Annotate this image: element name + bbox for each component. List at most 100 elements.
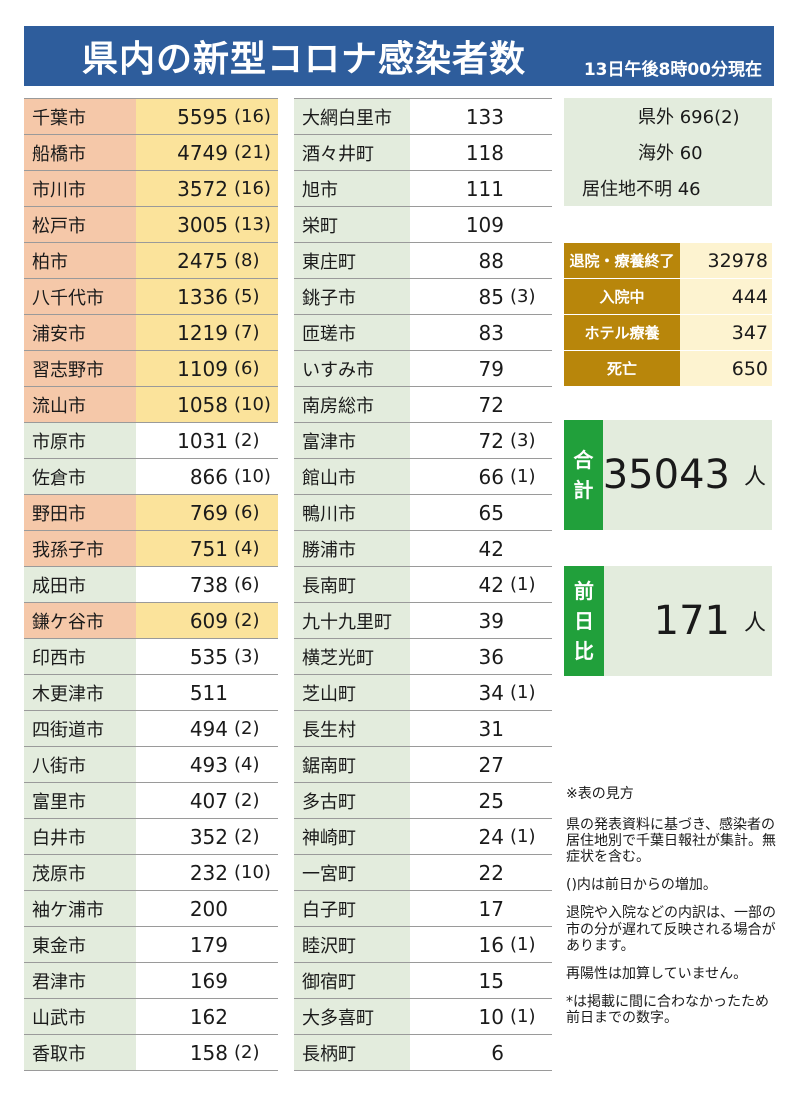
- city-count-cell: 65: [410, 495, 552, 530]
- city-count: 24: [478, 824, 504, 849]
- city-name: 鎌ケ谷市: [24, 603, 136, 638]
- city-name: 印西市: [24, 639, 136, 674]
- city-daily-increase: (3): [510, 430, 536, 451]
- city-count-cell: 39: [410, 603, 552, 638]
- city-count: 42: [478, 572, 504, 597]
- city-daily-increase: (3): [510, 286, 536, 307]
- status-breakdown-table: 退院・療養終了 32978 入院中 444 ホテル療養 347 死亡 650: [564, 243, 772, 387]
- city-count-cell: 22: [410, 855, 552, 890]
- city-name: 君津市: [24, 963, 136, 998]
- city-name: 東庄町: [294, 243, 410, 278]
- city-daily-increase: (8): [234, 250, 260, 271]
- city-count: 16: [478, 932, 504, 957]
- city-name: 八街市: [24, 747, 136, 782]
- city-daily-increase: (1): [510, 826, 536, 847]
- city-name: 八千代市: [24, 279, 136, 314]
- city-daily-increase: (5): [234, 286, 260, 307]
- city-count-cell: 751 (4): [136, 531, 278, 566]
- status-label: 入院中: [564, 279, 680, 314]
- city-count: 79: [478, 356, 504, 381]
- city-daily-increase: (2): [234, 430, 260, 451]
- city-count: 179: [189, 932, 228, 957]
- city-count-cell: 200: [136, 891, 278, 926]
- city-daily-increase: (6): [234, 358, 260, 379]
- city-count-cell: 72: [410, 387, 552, 422]
- city-count: 6: [491, 1040, 504, 1065]
- city-count-cell: 3572 (16): [136, 171, 278, 206]
- city-daily-increase: (7): [234, 322, 260, 343]
- daily-label-char: 比: [574, 639, 594, 663]
- city-name: 白井市: [24, 819, 136, 854]
- city-row: 東金市 179: [24, 927, 278, 963]
- city-daily-increase: (10): [234, 394, 271, 415]
- city-row: 茂原市 232 (10): [24, 855, 278, 891]
- city-row: 酒々井町 118: [294, 135, 552, 171]
- city-name: 酒々井町: [294, 135, 410, 170]
- page-header: 県内の新型コロナ感染者数 13日午後8時00分現在: [24, 26, 774, 86]
- city-row: 市原市 1031 (2): [24, 423, 278, 459]
- city-count: 25: [478, 788, 504, 813]
- city-count: 2475: [177, 248, 228, 273]
- city-name: 多古町: [294, 783, 410, 818]
- city-name: 栄町: [294, 207, 410, 242]
- note-asterisk: *は掲載に間に合わなかったため前日までの数字。: [566, 993, 769, 1026]
- city-count: 1109: [177, 356, 228, 381]
- status-value: 347: [680, 315, 772, 350]
- status-value: 32978: [680, 243, 772, 278]
- city-count: 4749: [177, 140, 228, 165]
- city-name: 柏市: [24, 243, 136, 278]
- city-row: 長南町 42 (1): [294, 567, 552, 603]
- city-count: 535: [189, 644, 228, 669]
- city-daily-increase: (1): [510, 682, 536, 703]
- city-daily-increase: (16): [234, 178, 271, 199]
- city-row: 旭市 111: [294, 171, 552, 207]
- city-daily-increase: (10): [234, 862, 271, 883]
- city-row: 八千代市 1336 (5): [24, 279, 278, 315]
- city-name: 流山市: [24, 387, 136, 422]
- city-name: 佐倉市: [24, 459, 136, 494]
- city-count-cell: 109: [410, 207, 552, 242]
- city-daily-increase: (3): [234, 646, 260, 667]
- city-row: 長柄町 6: [294, 1035, 552, 1071]
- city-name: 長南町: [294, 567, 410, 602]
- city-count-cell: 42 (1): [410, 567, 552, 602]
- city-row: 松戸市 3005 (13): [24, 207, 278, 243]
- city-count: 85: [478, 284, 504, 309]
- city-count: 65: [478, 500, 504, 525]
- city-name: 四街道市: [24, 711, 136, 746]
- city-count: 407: [189, 788, 228, 813]
- city-count-cell: 179: [136, 927, 278, 962]
- city-count-cell: 24 (1): [410, 819, 552, 854]
- city-row: 御宿町 15: [294, 963, 552, 999]
- city-name: 神崎町: [294, 819, 410, 854]
- city-count-cell: 352 (2): [136, 819, 278, 854]
- status-label: 死亡: [564, 351, 680, 386]
- city-daily-increase: (10): [234, 466, 271, 487]
- city-row: 袖ケ浦市 200: [24, 891, 278, 927]
- status-row-deaths: 死亡 650: [564, 351, 772, 386]
- city-row: 鴨川市 65: [294, 495, 552, 531]
- city-count: 133: [465, 104, 504, 129]
- city-count-cell: 5595 (16): [136, 99, 278, 134]
- city-count: 39: [478, 608, 504, 633]
- city-row: 大網白里市 133: [294, 99, 552, 135]
- status-value: 444: [680, 279, 772, 314]
- city-daily-increase: (4): [234, 754, 260, 775]
- city-name: 銚子市: [294, 279, 410, 314]
- city-count: 10: [478, 1004, 504, 1029]
- city-name: 山武市: [24, 999, 136, 1034]
- city-count: 866: [189, 464, 228, 489]
- city-row: 君津市 169: [24, 963, 278, 999]
- city-name: 千葉市: [24, 99, 136, 134]
- city-daily-increase: (2): [234, 610, 260, 631]
- city-name: 勝浦市: [294, 531, 410, 566]
- city-row: 浦安市 1219 (7): [24, 315, 278, 351]
- city-count-cell: 1058 (10): [136, 387, 278, 422]
- city-name: 御宿町: [294, 963, 410, 998]
- city-count: 42: [478, 536, 504, 561]
- city-count: 66: [478, 464, 504, 489]
- city-count-cell: 493 (4): [136, 747, 278, 782]
- city-count-cell: 866 (10): [136, 459, 278, 494]
- city-count-cell: 1031 (2): [136, 423, 278, 458]
- city-row: 一宮町 22: [294, 855, 552, 891]
